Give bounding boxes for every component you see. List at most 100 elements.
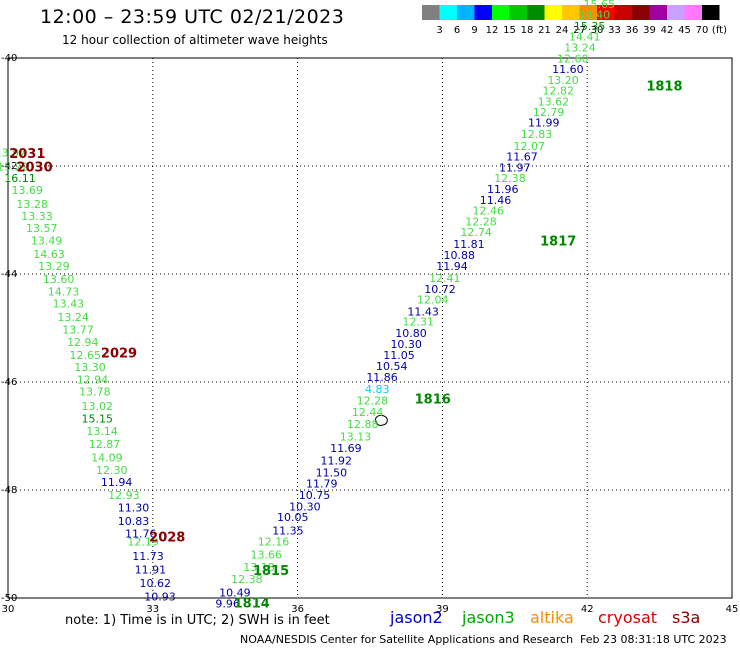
pass-time-label: 1816 xyxy=(415,393,451,408)
wave-height-label: 12.46 xyxy=(473,205,505,218)
wave-height-label: 14.36 xyxy=(591,0,623,1)
wave-height-label: 12.79 xyxy=(533,106,565,119)
footer-credit: NOAA/NESDIS Center for Satellite Applica… xyxy=(240,633,574,646)
wave-height-label: 12.41 xyxy=(429,272,461,285)
satellite-name-jason3: jason3 xyxy=(462,608,515,627)
wave-height-label: 11.94 xyxy=(101,476,133,489)
legend-swatch xyxy=(509,5,527,20)
wave-height-label: 13.24 xyxy=(57,311,89,324)
wave-height-label: 11.35 xyxy=(272,524,304,537)
wave-height-label: 12.88 xyxy=(347,418,379,431)
map-title: 12:00 – 23:59 UTC 02/21/2023 xyxy=(40,6,345,28)
satellite-name-jason2: jason2 xyxy=(390,608,443,627)
lat-tick-label: -40 xyxy=(1,53,17,64)
wave-height-label: 12.87 xyxy=(89,438,121,451)
island-outline xyxy=(375,415,388,426)
lon-tick-label: 42 xyxy=(581,604,594,615)
footer-note: note: 1) Time is in UTC; 2) SWH is in fe… xyxy=(65,613,330,628)
pass-time-label: 1818 xyxy=(646,79,682,94)
wave-height-label: 11.99 xyxy=(528,117,560,130)
wave-height-label: 13.77 xyxy=(62,323,94,336)
wave-height-label: 12.38 xyxy=(231,573,263,586)
wave-height-label: 13.66 xyxy=(250,549,282,562)
legend-swatch xyxy=(684,5,702,20)
lat-tick-label: -50 xyxy=(1,593,17,604)
wave-height-label: 11.50 xyxy=(316,467,348,480)
pass-time-label: 1817 xyxy=(540,234,576,249)
satellite-name-s3a: s3a xyxy=(672,608,701,627)
wave-height-label: 11.69 xyxy=(330,442,362,455)
wave-height-label: 12.16 xyxy=(258,536,290,549)
wave-height-label: 11.92 xyxy=(320,455,352,468)
wave-height-label: 11.91 xyxy=(135,564,167,577)
lat-tick-label: -44 xyxy=(1,269,17,280)
wave-height-label: 13.28 xyxy=(16,198,48,211)
wave-height-label: 13.57 xyxy=(26,222,58,235)
wave-height-label: 10.54 xyxy=(376,360,408,373)
wave-height-label: 14.09 xyxy=(91,451,123,464)
legend-tick-label: 42 xyxy=(661,25,674,36)
legend-swatch xyxy=(632,5,650,20)
wave-height-label: 13.69 xyxy=(12,184,44,197)
lon-tick-label: 33 xyxy=(146,604,159,615)
wave-height-label: 11.97 xyxy=(499,161,531,174)
wave-height-label: 10.49 xyxy=(219,586,251,599)
wave-height-label: 11.67 xyxy=(506,151,538,164)
wave-height-label: 13.13 xyxy=(340,430,372,443)
wave-height-label: 14.41 xyxy=(569,31,601,44)
legend-tick-label: 9 xyxy=(471,25,477,36)
wave-height-label: 12.82 xyxy=(542,85,574,98)
lat-tick-label: -48 xyxy=(1,485,17,496)
wave-height-label: 11.73 xyxy=(132,550,164,563)
pass-time-label: 1815 xyxy=(253,564,289,579)
wave-height-label: 10.75 xyxy=(299,489,331,502)
wave-height-label: 12.44 xyxy=(352,406,384,419)
legend-swatch xyxy=(649,5,667,20)
legend-tick-label: 15 xyxy=(503,25,516,36)
wave-height-label: 12.04 xyxy=(417,294,449,307)
legend-unit: (ft) xyxy=(712,25,727,36)
legend-tick-label: 30 xyxy=(591,25,604,36)
wave-height-label: 11.76 xyxy=(125,528,157,541)
color-legend: 3 6 9 12 15 18 21 24 27 30 33 36 39 42 45 70 (ft) xyxy=(422,5,727,36)
wave-height-label: 13.20 xyxy=(547,74,579,87)
wave-height-label: 11.79 xyxy=(306,477,338,490)
wave-height-label: 13.29 xyxy=(38,260,70,273)
wave-height-label: 4.83 xyxy=(365,383,390,396)
wave-height-label: 14.40 xyxy=(579,9,611,22)
wave-height-label: 12.94 xyxy=(67,336,99,349)
wave-height-label: 10.30 xyxy=(390,338,422,351)
wave-height-label: 11.30 xyxy=(118,502,150,515)
satellite-name-altika: altika xyxy=(530,608,574,627)
legend-swatch xyxy=(492,5,510,20)
lon-tick-label: 39 xyxy=(436,604,449,615)
wave-height-label: 15.65 xyxy=(584,0,616,11)
wave-height-label: 12.74 xyxy=(460,226,492,239)
legend-tick-label: 45 xyxy=(678,25,691,36)
wave-height-label: 11.81 xyxy=(453,238,485,251)
wave-height-label: 10.83 xyxy=(118,515,150,528)
lon-tick-label: 30 xyxy=(2,604,15,615)
legend-tick-label: 6 xyxy=(454,25,460,36)
legend-swatch xyxy=(597,5,615,20)
legend-tick-label: 33 xyxy=(608,25,621,36)
wave-height-label: 10.05 xyxy=(277,511,309,524)
legend-tick-label: 24 xyxy=(556,25,569,36)
legend-swatch xyxy=(614,5,632,20)
wave-height-label: 12.60 xyxy=(557,52,589,65)
wave-height-label: 16.11 xyxy=(4,172,36,185)
wave-height-label: 15.15 xyxy=(82,413,114,426)
wave-height-label: 13.24 xyxy=(564,42,596,55)
lat-tick-label: -42 xyxy=(1,161,17,172)
wave-height-label: 12.30 xyxy=(96,464,128,477)
wave-height-label: 10.88 xyxy=(444,249,476,262)
legend-tick-label: 39 xyxy=(643,25,656,36)
legend-tick-label: 12 xyxy=(486,25,499,36)
wave-height-label: 12.38 xyxy=(494,172,526,185)
wave-height-label: 12.83 xyxy=(521,128,553,141)
wave-height-label: 9.96 xyxy=(215,598,240,611)
wave-height-label: 14.63 xyxy=(33,248,65,261)
wave-height-label: 12.65 xyxy=(69,349,101,362)
wave-height-label: 13.43 xyxy=(53,297,85,310)
wave-height-label: 12.93 xyxy=(108,489,140,502)
